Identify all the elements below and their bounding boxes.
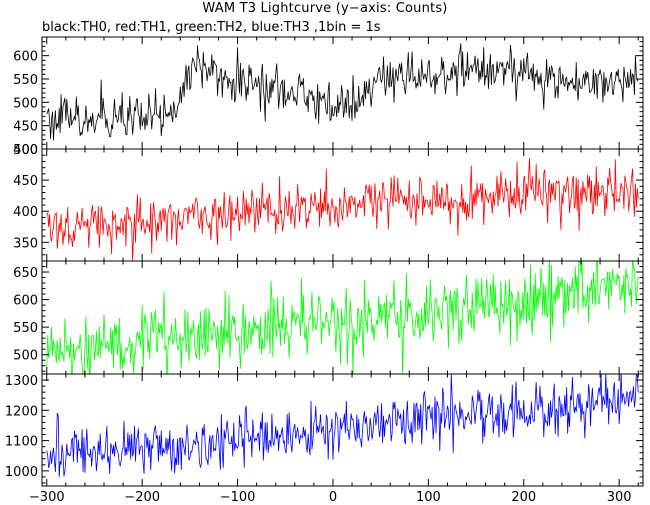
series-line-panel-3 (46, 261, 639, 374)
y-tick-label-400-panel-1: 400 (13, 143, 38, 158)
x-tick-label-0: 0 (329, 490, 337, 505)
y-tick-label-1100-panel-4: 1100 (5, 435, 38, 450)
y-tick-label-450-panel-1: 450 (13, 120, 38, 135)
x-tick-label--300: −300 (29, 490, 65, 505)
x-tick-label-200: 200 (511, 490, 536, 505)
y-tick-label-600-panel-1: 600 (13, 50, 38, 65)
y-tick-label-1300-panel-4: 1300 (5, 374, 38, 389)
y-tick-label-1000-panel-4: 1000 (5, 465, 38, 480)
x-tick-label--100: −100 (220, 490, 256, 505)
y-tick-label-500-panel-1: 500 (13, 96, 38, 111)
y-tick-label-550-panel-1: 550 (13, 73, 38, 88)
series-line-panel-1 (46, 43, 639, 141)
x-tick-label-100: 100 (416, 490, 441, 505)
panel-frame-4 (41, 373, 644, 487)
y-tick-label-500-panel-2: 500 (13, 143, 38, 158)
y-tick-label-550-panel-3: 550 (13, 321, 38, 336)
x-tick-label--200: −200 (124, 490, 160, 505)
y-tick-label-400-panel-2: 400 (13, 205, 38, 220)
y-tick-label-1200-panel-4: 1200 (5, 404, 38, 419)
y-tick-label-450-panel-2: 450 (13, 174, 38, 189)
x-tick-label-300: 300 (607, 490, 632, 505)
y-tick-label-600-panel-3: 600 (13, 294, 38, 309)
y-tick-label-650-panel-3: 650 (13, 266, 38, 281)
chart-subtitle: black:TH0, red:TH1, green:TH2, blue:TH3 … (42, 20, 381, 35)
chart-title: WAM T3 Lightcurve (y−axis: Counts) (202, 1, 448, 16)
y-tick-label-500-panel-3: 500 (13, 349, 38, 364)
series-line-panel-4 (46, 374, 639, 478)
y-tick-label-350-panel-2: 350 (13, 236, 38, 251)
series-line-panel-2 (46, 157, 639, 261)
